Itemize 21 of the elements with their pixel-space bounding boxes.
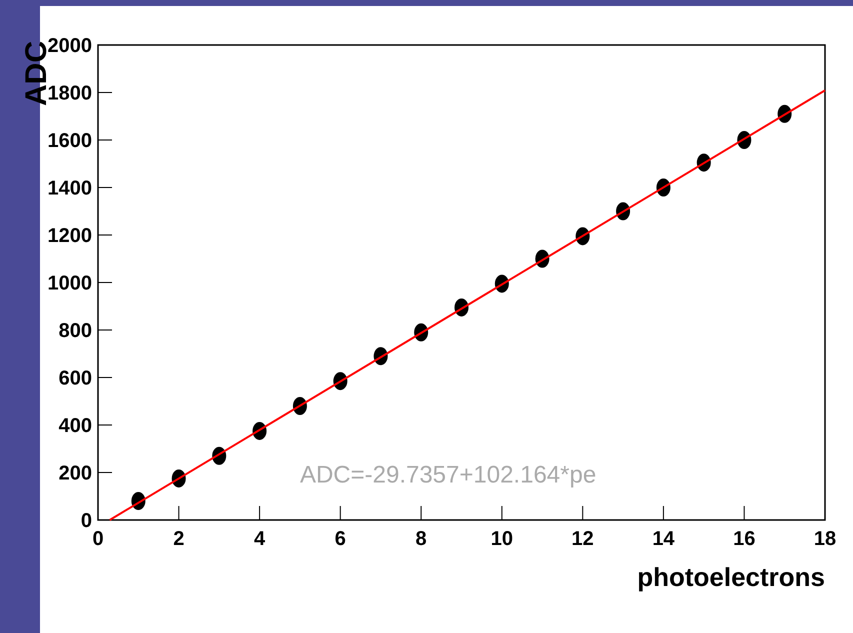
x-tick-label: 14 — [652, 528, 676, 550]
y-tick-label: 1200 — [48, 225, 92, 247]
y-tick-label: 800 — [58, 320, 92, 342]
x-axis-title: photoelectrons — [637, 562, 825, 592]
x-tick-label: 16 — [733, 528, 756, 550]
x-tick-label: 8 — [416, 528, 427, 550]
y-tick-label: 1400 — [48, 178, 92, 200]
x-tick-label: 4 — [254, 528, 266, 550]
y-tick-label: 200 — [58, 462, 92, 484]
y-tick-label: 400 — [58, 415, 92, 437]
y-tick-label: 2000 — [48, 35, 92, 57]
x-tick-label: 2 — [173, 528, 184, 550]
y-tick-label: 600 — [58, 368, 92, 390]
x-tick-label: 18 — [814, 528, 836, 550]
y-tick-label: 0 — [80, 510, 92, 532]
annotation: ADC=-29.7357+102.164*pe — [300, 462, 596, 488]
y-tick-label: 1000 — [48, 272, 92, 294]
x-tick-label: 6 — [334, 528, 346, 550]
x-tick-label: 12 — [572, 528, 594, 550]
x-tick-label: 10 — [490, 528, 514, 550]
y-tick-label: 1600 — [48, 130, 92, 152]
